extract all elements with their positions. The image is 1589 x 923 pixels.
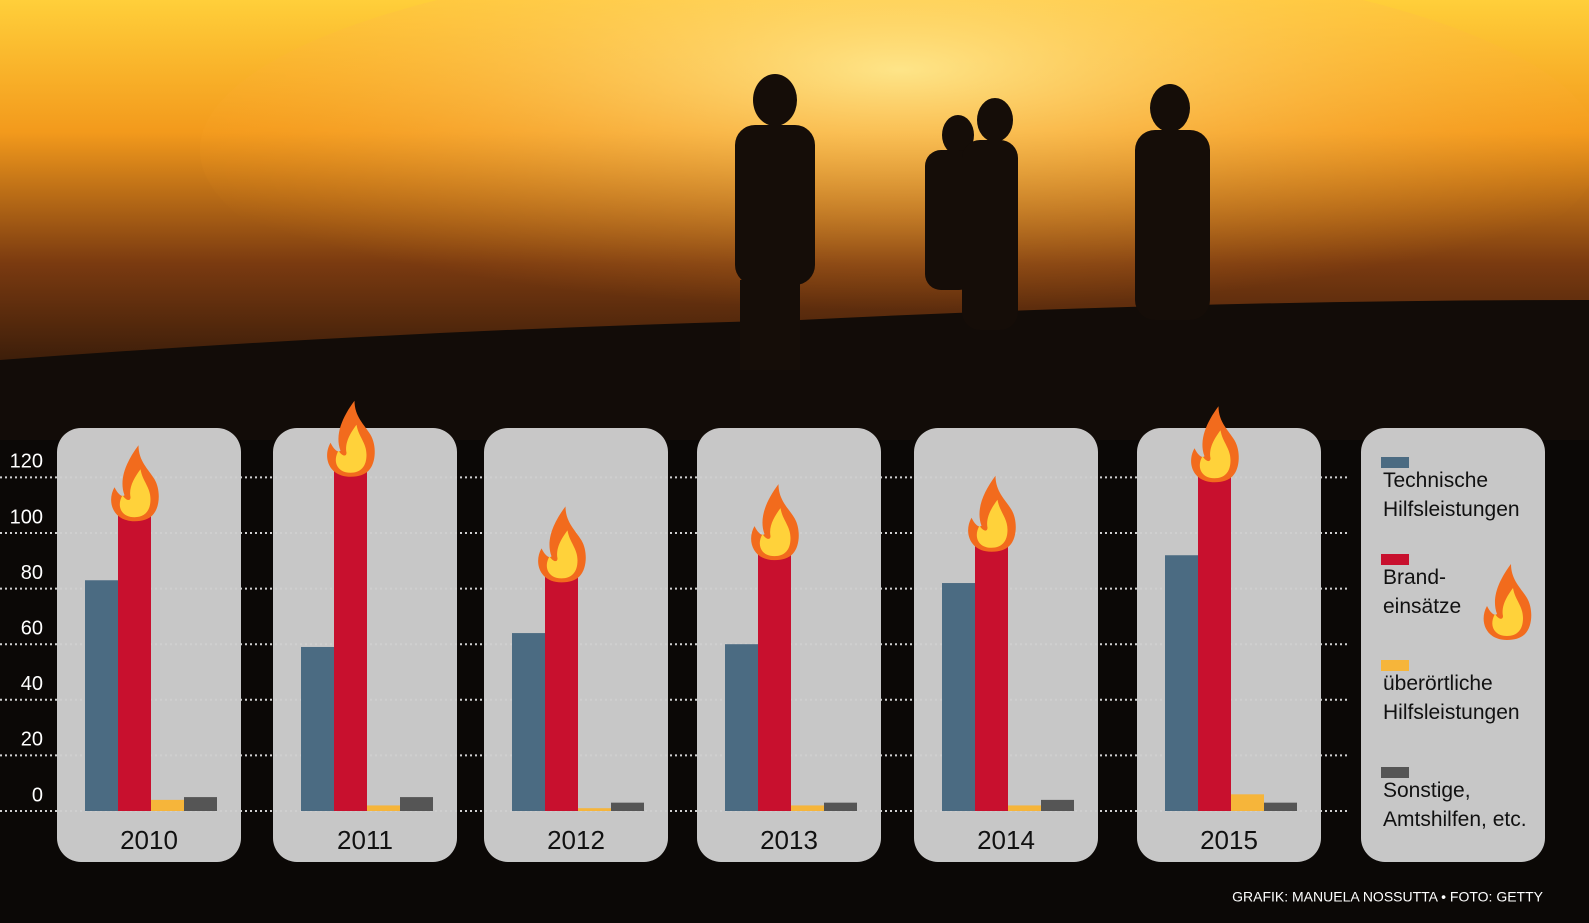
legend-swatch (1381, 457, 1409, 468)
x-tick-label: 2010 (120, 825, 178, 855)
x-tick-label: 2014 (977, 825, 1035, 855)
y-tick-label: 60 (21, 617, 43, 639)
bar (824, 803, 857, 811)
bar (1231, 794, 1264, 811)
bar (758, 544, 791, 811)
y-tick-label: 40 (21, 673, 43, 695)
legend-swatch (1381, 767, 1409, 778)
bar (118, 505, 151, 811)
y-tick-label: 0 (32, 784, 43, 806)
credit: GRAFIK: MANUELA NOSSUTTA • FOTO: GETTY (1232, 889, 1544, 905)
bar (942, 583, 975, 811)
chart: 020406080100120201020112012201320142015T… (0, 0, 1589, 923)
x-tick-label: 2013 (760, 825, 818, 855)
bar (578, 808, 611, 811)
y-tick-label: 80 (21, 562, 43, 584)
bar (400, 797, 433, 811)
bar (975, 536, 1008, 811)
bar (512, 633, 545, 811)
bar (334, 461, 367, 811)
x-tick-label: 2011 (337, 825, 393, 855)
bar (85, 580, 118, 811)
bar (301, 647, 334, 811)
y-tick-label: 120 (10, 451, 43, 473)
x-tick-label: 2012 (547, 825, 605, 855)
bar (545, 566, 578, 811)
x-tick-label: 2015 (1200, 825, 1258, 855)
bar (725, 644, 758, 811)
bar (1165, 555, 1198, 811)
bar (791, 805, 824, 811)
bar (367, 805, 400, 811)
legend-swatch (1381, 660, 1409, 671)
bar (1264, 803, 1297, 811)
bar (184, 797, 217, 811)
legend-swatch (1381, 554, 1409, 565)
bar (1041, 800, 1074, 811)
y-tick-label: 100 (10, 506, 43, 528)
bar (611, 803, 644, 811)
y-tick-label: 20 (21, 729, 43, 751)
bar (151, 800, 184, 811)
bar (1198, 466, 1231, 811)
bar (1008, 805, 1041, 811)
